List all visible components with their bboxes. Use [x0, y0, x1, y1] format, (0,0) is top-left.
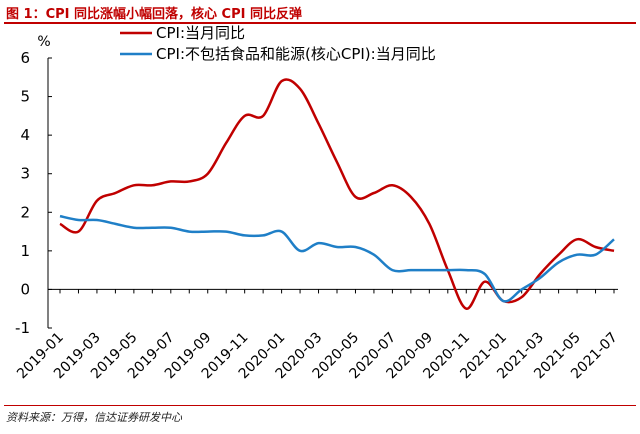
cpi-headline-point-2019-02: [77, 230, 79, 232]
cpi-headline-point-2021-05: [576, 238, 578, 240]
series-layer: [59, 78, 615, 310]
cpi-headline-point-2019-04: [114, 192, 116, 194]
cpi-core-point-2020-10: [447, 269, 449, 271]
y-tick-label: -1: [15, 319, 30, 337]
cpi-headline-point-2020-07: [391, 184, 393, 186]
cpi-core-point-2021-05: [576, 254, 578, 256]
cpi-headline-point-2020-01: [280, 80, 282, 82]
cpi-core-point-2021-07: [613, 238, 615, 240]
cpi-core-point-2019-01: [59, 215, 61, 217]
cpi-core-point-2020-12: [484, 273, 486, 275]
cpi-headline-point-2019-11: [243, 115, 245, 117]
cpi-core-point-2021-02: [520, 288, 522, 290]
cpi-core-point-2019-06: [151, 227, 153, 229]
cpi-core-point-2020-04: [336, 246, 338, 248]
y-tick-label: 3: [20, 165, 30, 183]
cpi-core-point-2021-04: [557, 261, 559, 263]
source-divider: [4, 405, 636, 406]
cpi-headline-point-2019-01: [59, 223, 61, 225]
cpi-headline-point-2021-02: [520, 296, 522, 298]
cpi-core-point-2019-05: [133, 227, 135, 229]
cpi-core-point-2020-07: [391, 269, 393, 271]
cpi-core-point-2020-08: [410, 269, 412, 271]
cpi-core-point-2019-11: [243, 234, 245, 236]
y-tick-label: 4: [20, 126, 30, 144]
cpi-headline-point-2019-08: [188, 180, 190, 182]
cpi-core-point-2020-11: [465, 269, 467, 271]
y-tick-label: 1: [20, 242, 30, 260]
cpi-core-point-2020-01: [280, 230, 282, 232]
cpi-headline-point-2020-02: [299, 88, 301, 90]
cpi-core-point-2021-06: [594, 254, 596, 256]
cpi-headline-point-2021-07: [613, 250, 615, 252]
cpi-headline-point-2021-03: [539, 273, 541, 275]
cpi-headline-point-2019-05: [133, 184, 135, 186]
cpi-headline-point-2020-03: [317, 122, 319, 124]
title-divider: [4, 22, 636, 24]
cpi-headline-point-2019-03: [96, 200, 98, 202]
y-tick-label: 6: [20, 49, 30, 67]
legend: CPI:当月同比 CPI:不包括食品和能源(核心CPI):当月同比: [120, 24, 436, 63]
y-tick-label: 0: [20, 280, 30, 298]
cpi-headline-point-2019-09: [207, 173, 209, 175]
cpi-core-point-2019-02: [77, 219, 79, 221]
cpi-headline-point-2021-06: [594, 246, 596, 248]
cpi-headline-point-2020-12: [484, 281, 486, 283]
figure-title: 图 1：CPI 同比涨幅小幅回落，核心 CPI 同比反弹: [6, 7, 302, 22]
cpi-core-point-2019-08: [188, 230, 190, 232]
cpi-headline-point-2020-06: [373, 192, 375, 194]
cpi-headline-point-2020-11: [465, 308, 467, 310]
y-axis-unit: %: [37, 34, 50, 50]
cpi-headline-point-2019-10: [225, 142, 227, 144]
cpi-headline-point-2019-07: [170, 180, 172, 182]
legend-label-headline: CPI:当月同比: [156, 24, 245, 42]
cpi-core-point-2020-09: [428, 269, 430, 271]
cpi-core-point-2020-02: [299, 250, 301, 252]
legend-label-core: CPI:不包括食品和能源(核心CPI):当月同比: [156, 45, 436, 63]
cpi-core-point-2020-05: [354, 246, 356, 248]
cpi-core-point-2019-03: [96, 219, 98, 221]
cpi-headline-point-2020-09: [428, 223, 430, 225]
cpi-headline-point-2021-04: [557, 254, 559, 256]
cpi-headline-point-2019-12: [262, 115, 264, 117]
cpi-core-point-2019-09: [207, 230, 209, 232]
cpi-core-point-2019-04: [114, 223, 116, 225]
cpi-core-point-2019-10: [225, 230, 227, 232]
cpi-headline-point-2019-06: [151, 184, 153, 186]
cpi-core-point-2021-01: [502, 300, 504, 302]
axes: -10123456%2019-012019-032019-052019-0720…: [14, 34, 621, 382]
cpi-core-point-2020-03: [317, 242, 319, 244]
cpi-headline-point-2020-08: [410, 196, 412, 198]
cpi-headline-point-2020-05: [354, 196, 356, 198]
source-note: 资料来源：万得，信达证券研发中心: [6, 411, 182, 424]
y-tick-label: 2: [20, 203, 30, 221]
cpi-core-point-2021-03: [539, 277, 541, 279]
y-tick-label: 5: [20, 88, 30, 106]
cpi-core-point-2019-07: [170, 227, 172, 229]
cpi-core-line: [59, 214, 615, 303]
cpi-core-point-2020-06: [373, 254, 375, 256]
cpi-headline-point-2020-04: [336, 161, 338, 163]
cpi-core-point-2019-12: [262, 234, 264, 236]
cpi-headline-line: [59, 78, 615, 310]
